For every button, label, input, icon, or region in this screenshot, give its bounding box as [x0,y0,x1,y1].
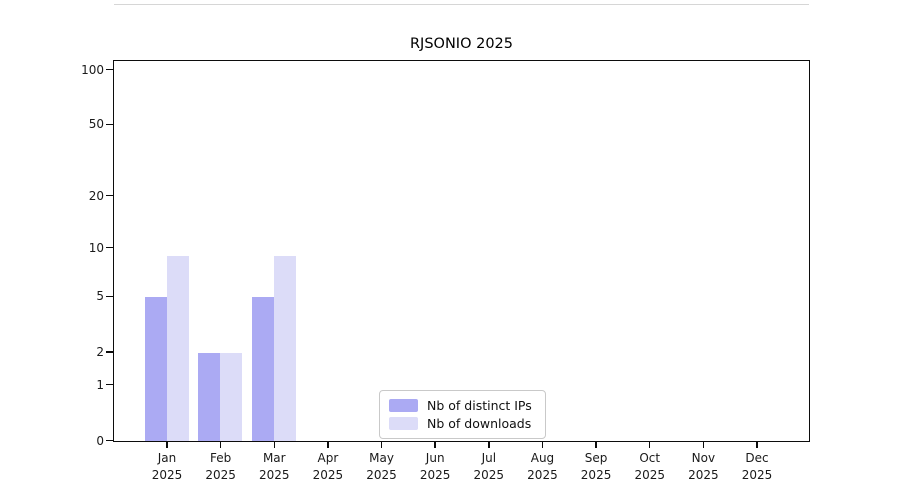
x-tick-label: Nov 2025 [671,450,735,484]
x-tick-year: 2025 [741,468,773,482]
x-tick-month: Sep [584,451,608,465]
x-tick-year: 2025 [634,468,665,482]
y-tick-mark [106,123,113,126]
x-tick-month: Nov [691,451,716,465]
x-tick-year: 2025 [527,468,558,482]
legend: Nb of distinct IPs Nb of downloads [379,390,546,439]
x-tick-mark [273,442,275,448]
x-tick-year: 2025 [419,468,451,482]
legend-item: Nb of distinct IPs [389,398,536,413]
x-tick-label: May 2025 [350,450,414,484]
x-tick-month: Dec [745,451,769,465]
x-tick-label: Mar 2025 [242,450,306,484]
x-tick-mark [595,442,597,448]
y-tick-label: 10 [88,240,104,255]
y-tick-mark [106,439,113,442]
y-tick-mark [106,384,113,386]
x-tick-year: 2025 [580,468,612,482]
x-tick-label: Aug 2025 [510,450,574,484]
x-tick-month: Oct [639,451,661,465]
x-tick-mark [434,442,436,448]
bar-distinct-ips-mar [251,296,274,441]
bar-distinct-ips-jan [144,296,167,441]
x-tick-year: 2025 [205,468,236,482]
x-tick-label: Jun 2025 [403,450,467,484]
x-tick-mark [756,442,758,448]
x-tick-year: 2025 [151,468,183,482]
y-tick-label: 5 [96,289,104,304]
legend-swatch [389,417,418,431]
y-tick-mark [106,247,113,249]
y-tick-mark [106,195,113,197]
x-tick-year: 2025 [473,468,505,482]
x-tick-month: Aug [530,451,555,465]
y-tick-label: 100 [81,62,104,77]
x-tick-year: 2025 [312,468,344,482]
x-tick-label: Jul 2025 [457,450,521,484]
bar-downloads-mar [273,255,296,441]
x-tick-month: Mar [262,451,286,465]
x-tick-month: Jun [425,451,445,465]
x-tick-year: 2025 [258,468,290,482]
legend-label: Nb of distinct IPs [427,397,532,413]
gridline-major [114,4,809,6]
x-tick-mark [649,442,651,448]
x-tick-mark [166,442,168,448]
x-tick-label: Dec 2025 [725,450,789,484]
x-tick-mark [327,442,329,448]
chart-title: RJSONIO 2025 [409,36,513,52]
x-tick-mark [702,442,705,448]
legend-swatch [389,398,418,412]
x-tick-label: Feb 2025 [189,450,253,484]
grid-layer [114,4,809,441]
x-tick-label: Oct 2025 [618,450,682,484]
x-tick-year: 2025 [688,468,719,482]
x-tick-month: Feb [210,451,232,465]
x-tick-mark [541,442,544,448]
y-tick-label: 50 [88,117,104,132]
x-tick-mark [488,442,490,448]
y-tick-mark [106,295,113,298]
y-tick-label: 0 [96,433,104,448]
x-tick-mark [380,442,383,448]
plot-area: Nb of distinct IPs Nb of downloads [113,4,810,442]
x-tick-month: Apr [317,451,339,465]
y-tick-label: 1 [96,377,104,392]
y-tick-mark [106,351,113,353]
bar-distinct-ips-feb [198,352,221,441]
x-tick-label: Jan 2025 [135,450,199,484]
y-tick-label: 20 [88,188,104,203]
y-tick-mark [106,68,113,71]
x-tick-label: Sep 2025 [564,450,628,484]
y-tick-label: 2 [96,345,104,360]
bar-downloads-feb [220,352,243,441]
x-tick-month: Jan [157,451,177,465]
legend-label: Nb of downloads [427,416,532,432]
x-tick-year: 2025 [366,468,397,482]
bars-layer [114,61,809,441]
x-tick-month: May [369,451,394,465]
x-tick-month: Jul [481,451,497,465]
x-tick-mark [219,442,222,448]
legend-item: Nb of downloads [389,416,536,431]
x-tick-label: Apr 2025 [296,450,360,484]
bar-downloads-jan [166,255,189,441]
